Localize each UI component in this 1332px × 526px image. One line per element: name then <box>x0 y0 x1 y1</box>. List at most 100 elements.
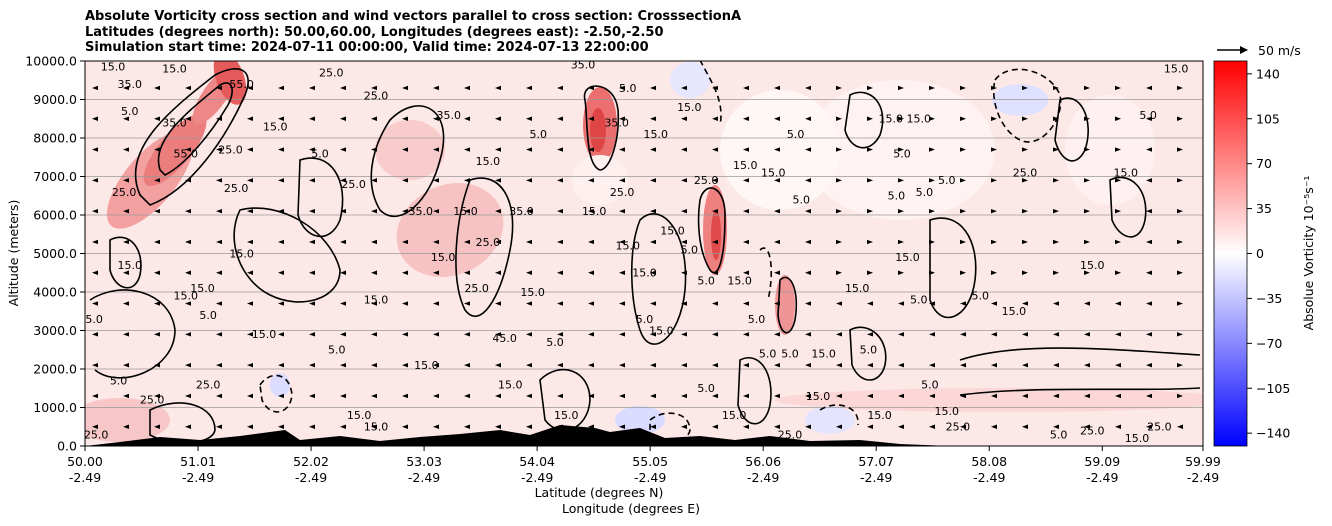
x-tick-label-lon: -2.49 <box>295 470 327 485</box>
wind-vector <box>1022 147 1028 152</box>
wind-vector <box>743 116 749 121</box>
wind-vector <box>650 147 656 152</box>
wind-vector <box>371 239 377 245</box>
contour-label: 5.0 <box>781 347 799 360</box>
wind-vector <box>898 393 904 399</box>
wind-vector <box>185 362 191 368</box>
wind-vector <box>867 362 873 368</box>
wind-vector <box>340 424 346 429</box>
wind-vector <box>402 301 408 306</box>
wind-vector <box>371 208 377 214</box>
contour-line <box>959 347 1201 361</box>
wind-vector <box>371 393 377 399</box>
wind-vector <box>92 178 98 183</box>
wind-vector <box>371 147 377 152</box>
wind-vector <box>805 116 811 121</box>
colorbar-tick-label: 70 <box>1256 156 1272 171</box>
colorbar-tick-label: −105 <box>1256 381 1290 396</box>
wind-vector <box>1022 239 1028 245</box>
wind-vector <box>278 270 284 275</box>
wind-vector <box>774 424 780 429</box>
wind-vector <box>836 239 842 245</box>
x-tick-label-lon: -2.49 <box>408 470 440 485</box>
wind-vector <box>557 362 563 368</box>
contour-line <box>849 326 887 381</box>
wind-vector <box>1146 270 1152 275</box>
wind-vector <box>991 301 997 306</box>
wind-vector <box>1022 393 1028 399</box>
contour-label: 15.0 <box>173 290 198 303</box>
contour-label: 5.0 <box>888 190 906 203</box>
wind-vector <box>712 393 718 399</box>
wind-vector <box>278 147 284 152</box>
contour-label: 15.0 <box>1002 305 1027 318</box>
contour-line <box>844 91 884 149</box>
wind-vector <box>1053 393 1059 399</box>
wind-vector <box>340 178 346 183</box>
contour-label: 15.0 <box>554 409 579 422</box>
contour-label: 15.0 <box>727 274 752 287</box>
vorticity-region <box>670 62 710 98</box>
x-tick-label-lat: 54.04 <box>519 454 555 469</box>
wind-vector <box>402 147 408 152</box>
contour-label: 15.0 <box>811 347 836 360</box>
contour-label: 15.0 <box>347 409 372 422</box>
wind-vector <box>712 332 718 337</box>
wind-vector <box>123 270 129 275</box>
contour-label: 25.0 <box>218 143 243 156</box>
wind-vector <box>92 239 98 245</box>
wind-vector <box>774 239 780 245</box>
wind-vector <box>805 208 811 214</box>
x-tick-label-lat: 59.99 <box>1185 454 1221 469</box>
colorbar-tick-label: −35 <box>1256 291 1282 306</box>
wind-vector <box>1053 332 1059 337</box>
wind-vector <box>1177 239 1183 245</box>
wind-vector <box>371 116 377 121</box>
contour-label: 5.0 <box>199 309 217 322</box>
wind-vector <box>929 116 935 121</box>
contour-label: 5.0 <box>1139 109 1157 122</box>
contour-label: 5.0 <box>636 313 654 326</box>
wind-vector <box>216 270 222 275</box>
wind-vector <box>774 85 780 91</box>
wind-vector <box>1115 270 1121 275</box>
wind-vector <box>898 208 904 214</box>
wind-vector <box>898 85 904 91</box>
wind-vector <box>867 116 873 121</box>
wind-vector <box>681 208 687 214</box>
wind-vector <box>1084 85 1090 91</box>
wind-vector <box>278 362 284 368</box>
wind-vector <box>557 301 563 306</box>
x-tick-label-lat: 56.06 <box>745 454 781 469</box>
wind-vector <box>185 332 191 337</box>
wind-vector <box>929 85 935 91</box>
wind-vector <box>588 393 594 399</box>
wind-vector <box>1022 270 1028 275</box>
wind-vector <box>154 116 160 121</box>
x-axis-title: Latitude (degrees N) <box>535 485 664 500</box>
contour-line-negative <box>699 61 722 126</box>
wind-vector <box>154 332 160 337</box>
wind-vector <box>557 147 563 152</box>
wind-vector <box>929 424 935 429</box>
wind-vector <box>216 424 222 429</box>
wind-vector <box>185 393 191 399</box>
wind-vector <box>743 393 749 399</box>
vorticity-region <box>775 388 1203 412</box>
wind-vector <box>774 362 780 368</box>
wind-vector <box>867 424 873 429</box>
wind-vector <box>309 362 315 368</box>
wind-vector <box>619 332 625 337</box>
wind-vector <box>1115 301 1121 306</box>
wind-vector <box>402 239 408 245</box>
wind-vector <box>1177 301 1183 306</box>
wind-vector <box>309 147 315 152</box>
wind-vector <box>991 393 997 399</box>
wind-vector <box>1022 424 1028 429</box>
wind-vector <box>650 178 656 183</box>
wind-vector <box>960 85 966 91</box>
wind-vector <box>216 239 222 245</box>
quiver-key-label: 50 m/s <box>1258 43 1301 58</box>
wind-vector <box>464 147 470 152</box>
wind-vector <box>371 362 377 368</box>
